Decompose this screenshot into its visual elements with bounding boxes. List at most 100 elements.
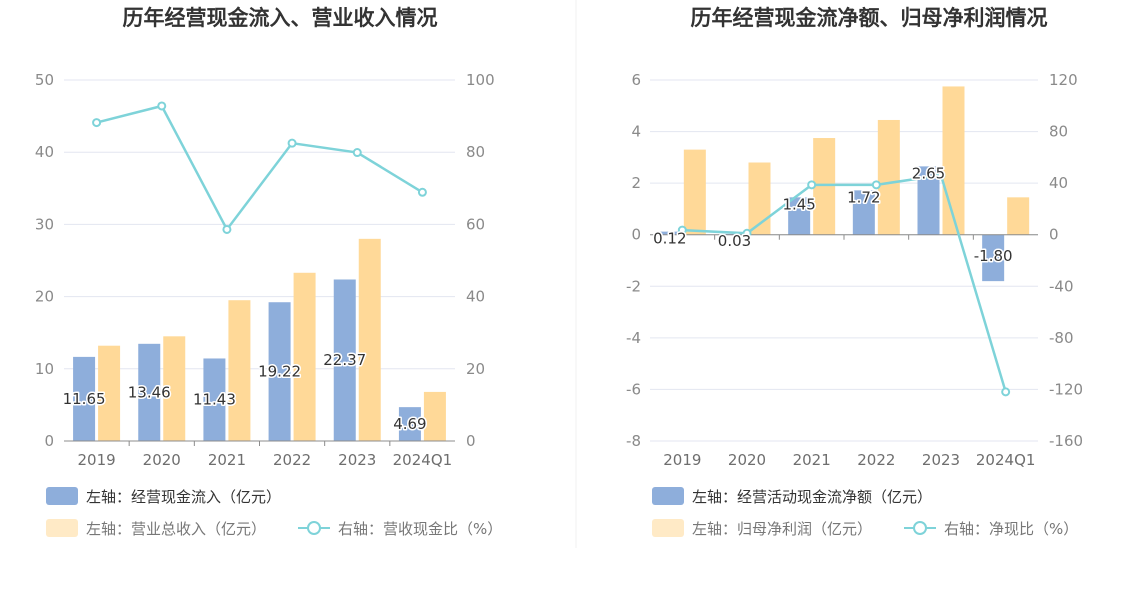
left-tick-label: 20 [35, 288, 54, 306]
left-tick-label: 10 [35, 360, 54, 378]
left-tick-label: 40 [35, 143, 54, 161]
chart-2: 历年经营现金流净额、归母净利润情况 -8 -6 -4 -2 0 2 4 6 -160 -120 -80… [626, 6, 1083, 538]
legend-swatch [46, 487, 78, 505]
category-label: 2024Q1 [393, 451, 453, 469]
category-label: 2022 [857, 451, 895, 469]
bar [398, 407, 421, 441]
left-tick-label: 0 [631, 226, 641, 244]
right-tick-label: 0 [466, 432, 476, 450]
category-label: 2019 [77, 451, 115, 469]
right-tick-label: 60 [466, 215, 485, 233]
category-label: 2023 [922, 451, 960, 469]
category-label: 2022 [273, 451, 311, 469]
bar [658, 231, 681, 235]
left-tick-label: -6 [626, 380, 641, 398]
left-tick-label: -4 [626, 329, 641, 347]
bar [138, 343, 161, 441]
line-point [92, 118, 102, 128]
legend-swatch [46, 519, 78, 537]
right-tick-label: 100 [466, 71, 495, 89]
bar [293, 272, 316, 441]
bar [203, 358, 226, 441]
data-label: 1.45 [782, 195, 815, 213]
bar [683, 149, 706, 235]
category-label: 2021 [208, 451, 246, 469]
series-line [682, 173, 1007, 393]
legend-marker [913, 521, 927, 535]
data-label: 0.12 [653, 230, 686, 248]
legend-item: 左轴：经营现金流入（亿元） [46, 487, 281, 506]
legend-label: 左轴：经营活动现金流净额（亿元） [692, 488, 932, 506]
data-label: -1.80 [974, 247, 1013, 265]
bar [73, 356, 96, 441]
category-label: 2024Q1 [976, 451, 1036, 469]
data-label: 22.37 [323, 351, 366, 369]
bar [423, 391, 446, 441]
bar [942, 86, 965, 235]
bar [228, 300, 251, 441]
right-tick-label: 80 [1049, 123, 1068, 141]
legend-label: 右轴：净现比（%） [944, 520, 1078, 538]
bar [268, 302, 291, 441]
data-label: 0.03 [718, 232, 751, 250]
legend-label: 右轴：营收现金比（%） [338, 520, 502, 538]
category-label: 2020 [728, 451, 766, 469]
category-label: 2023 [338, 451, 376, 469]
line-point [871, 180, 881, 190]
legend-item: 左轴：归母净利润（亿元） [652, 519, 872, 538]
data-label: 11.43 [193, 391, 236, 409]
right-tick-label: 40 [1049, 174, 1068, 192]
legend-label: 左轴：营业总收入（亿元） [86, 520, 266, 538]
right-tick-label: 120 [1049, 71, 1078, 89]
bar [358, 238, 381, 441]
legend-item: 左轴：营业总收入（亿元） [46, 519, 266, 538]
data-label: 2.65 [912, 164, 945, 182]
left-tick-label: 50 [35, 71, 54, 89]
bar [982, 234, 1005, 282]
right-tick-label: -80 [1049, 329, 1074, 347]
data-label: 11.65 [63, 390, 106, 408]
data-label: 19.22 [258, 363, 301, 381]
line-point [677, 225, 687, 235]
bar [852, 190, 875, 235]
chart-title: 历年经营现金流净额、归母净利润情况 [691, 6, 1048, 30]
line-point [157, 101, 167, 111]
bar [1007, 197, 1030, 235]
legend-label: 左轴：归母净利润（亿元） [692, 520, 872, 538]
left-tick-label: 2 [631, 174, 641, 192]
left-tick-label: -8 [626, 432, 641, 450]
data-label: 4.69 [393, 415, 426, 433]
left-tick-label: 0 [44, 432, 54, 450]
legend-item: 右轴：营收现金比（%） [298, 520, 502, 538]
legend-marker [307, 521, 321, 535]
line-point [287, 138, 297, 148]
right-tick-label: 40 [466, 288, 485, 306]
legend-swatch [652, 487, 684, 505]
bar [917, 166, 940, 235]
legend-item: 右轴：净现比（%） [904, 520, 1078, 538]
data-label: 1.72 [847, 188, 880, 206]
bar [163, 336, 186, 441]
chart-title: 历年经营现金流入、营业收入情况 [123, 6, 438, 30]
left-tick-label: 30 [35, 215, 54, 233]
right-tick-label: 0 [1049, 226, 1059, 244]
right-tick-label: -40 [1049, 277, 1074, 295]
left-tick-label: 6 [631, 71, 641, 89]
legend-swatch [652, 519, 684, 537]
category-label: 2019 [663, 451, 701, 469]
category-label: 2021 [793, 451, 831, 469]
line-point [1001, 387, 1011, 397]
bar [813, 138, 836, 235]
category-label: 2020 [143, 451, 181, 469]
right-tick-label: -160 [1049, 432, 1083, 450]
bar [98, 345, 121, 441]
line-point [807, 180, 817, 190]
legend-item: 左轴：经营活动现金流净额（亿元） [652, 487, 932, 506]
data-label: 13.46 [128, 383, 171, 401]
line-point [352, 148, 362, 158]
chart-1: 历年经营现金流入、营业收入情况 0 10 20 30 40 50 0 20 40 60 80 100 20… [35, 6, 502, 538]
right-tick-label: 80 [466, 143, 485, 161]
bar [748, 162, 771, 235]
bar [788, 197, 811, 235]
bar [333, 279, 356, 441]
